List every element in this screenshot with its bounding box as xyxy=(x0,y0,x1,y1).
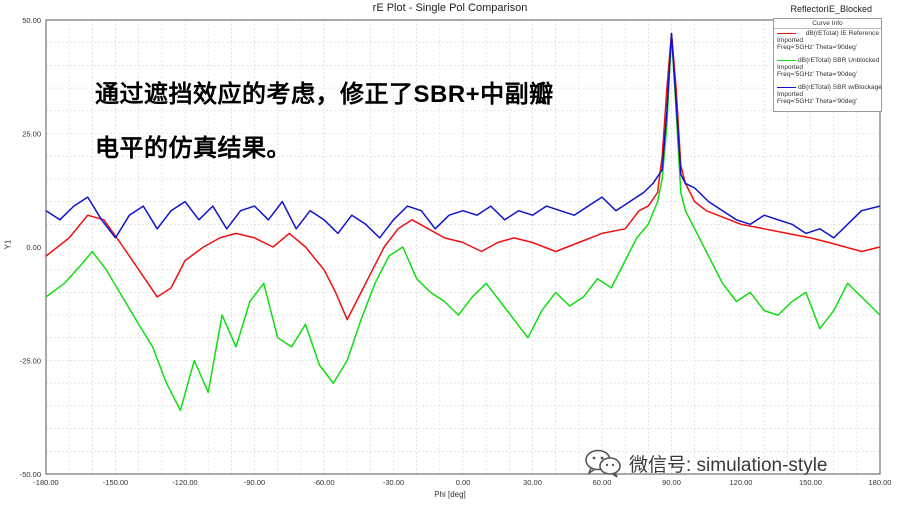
legend: Curve Info dB(rETotal) IE Reference Impo… xyxy=(773,18,882,112)
legend-series-detail: Imported xyxy=(777,91,804,99)
y-tick-label: 25.00 xyxy=(22,130,41,139)
series-line-2 xyxy=(45,32,881,239)
x-tick-label: 90.00 xyxy=(662,478,681,487)
y-tick-label: -25.00 xyxy=(20,357,41,366)
x-tick-label: -90.00 xyxy=(244,478,265,487)
x-tick-label: -180.00 xyxy=(33,478,58,487)
legend-series-name: dB(rETotal) IE Reference xyxy=(805,30,879,37)
y-tick-label: -50.00 xyxy=(20,470,41,479)
tick-labels: -180.00 -150.00 -120.00 -90.00 -60.00 -30.00 0… xyxy=(20,16,892,487)
legend-series-detail: Imported xyxy=(777,64,804,72)
x-tick-label: -30.00 xyxy=(383,478,404,487)
y-tick-label: 0.00 xyxy=(26,243,41,252)
annotation-line-2: 电平的仿真结果。 xyxy=(95,135,291,162)
legend-series-detail: Imported xyxy=(777,37,804,45)
series-layer xyxy=(45,32,881,412)
legend-swatch-green xyxy=(777,60,796,61)
y-axis-label: Y1 xyxy=(3,239,13,250)
watermark: 微信号: simulation-style xyxy=(583,448,828,478)
legend-title: Curve Info xyxy=(774,19,881,29)
chart-title: rE Plot - Single Pol Comparison xyxy=(372,2,528,14)
wechat-logo-icon xyxy=(585,449,621,478)
series-line-0 xyxy=(45,32,881,321)
y-tick-label: 50.00 xyxy=(22,16,41,25)
legend-series-name: dB(rETotal) SBR w/Blockage xyxy=(798,84,882,91)
plot-name: ReflectorIE_Blocked xyxy=(790,4,872,14)
legend-series-detail: Freq='5GHz' Theta='90deg' xyxy=(777,98,858,106)
watermark-text: 微信号: simulation-style xyxy=(629,454,828,476)
x-tick-label: 180.00 xyxy=(869,478,892,487)
x-tick-label: -120.00 xyxy=(172,478,197,487)
x-tick-label: 60.00 xyxy=(593,478,612,487)
legend-series-detail: Freq='5GHz' Theta='90deg' xyxy=(777,44,858,52)
x-tick-label: 120.00 xyxy=(730,478,753,487)
legend-item-sbr-blockage: dB(rETotal) SBR w/Blockage Imported Freq… xyxy=(774,83,882,110)
legend-swatch-blue xyxy=(777,87,796,88)
x-axis-label: Phi [deg] xyxy=(434,490,466,499)
legend-series-detail: Freq='5GHz' Theta='90deg' xyxy=(777,71,858,79)
annotation-line-1: 通过遮挡效应的考虑，修正了SBR+中副瓣 xyxy=(95,81,554,108)
x-tick-label: -150.00 xyxy=(103,478,128,487)
legend-item-sbr-unblocked: dB(rETotal) SBR Unblocked Imported Freq=… xyxy=(774,56,881,83)
x-tick-label: 0.00 xyxy=(456,478,471,487)
x-tick-label: 150.00 xyxy=(799,478,822,487)
legend-series-name: dB(rETotal) SBR Unblocked xyxy=(798,57,880,64)
series-line-1 xyxy=(45,32,881,412)
annotation: 通过遮挡效应的考虑，修正了SBR+中副瓣 电平的仿真结果。 xyxy=(95,68,554,176)
x-tick-label: -60.00 xyxy=(313,478,334,487)
x-tick-label: 30.00 xyxy=(523,478,542,487)
legend-swatch-red xyxy=(777,33,796,34)
legend-item-ie-reference: dB(rETotal) IE Reference Imported Freq='… xyxy=(774,29,881,56)
